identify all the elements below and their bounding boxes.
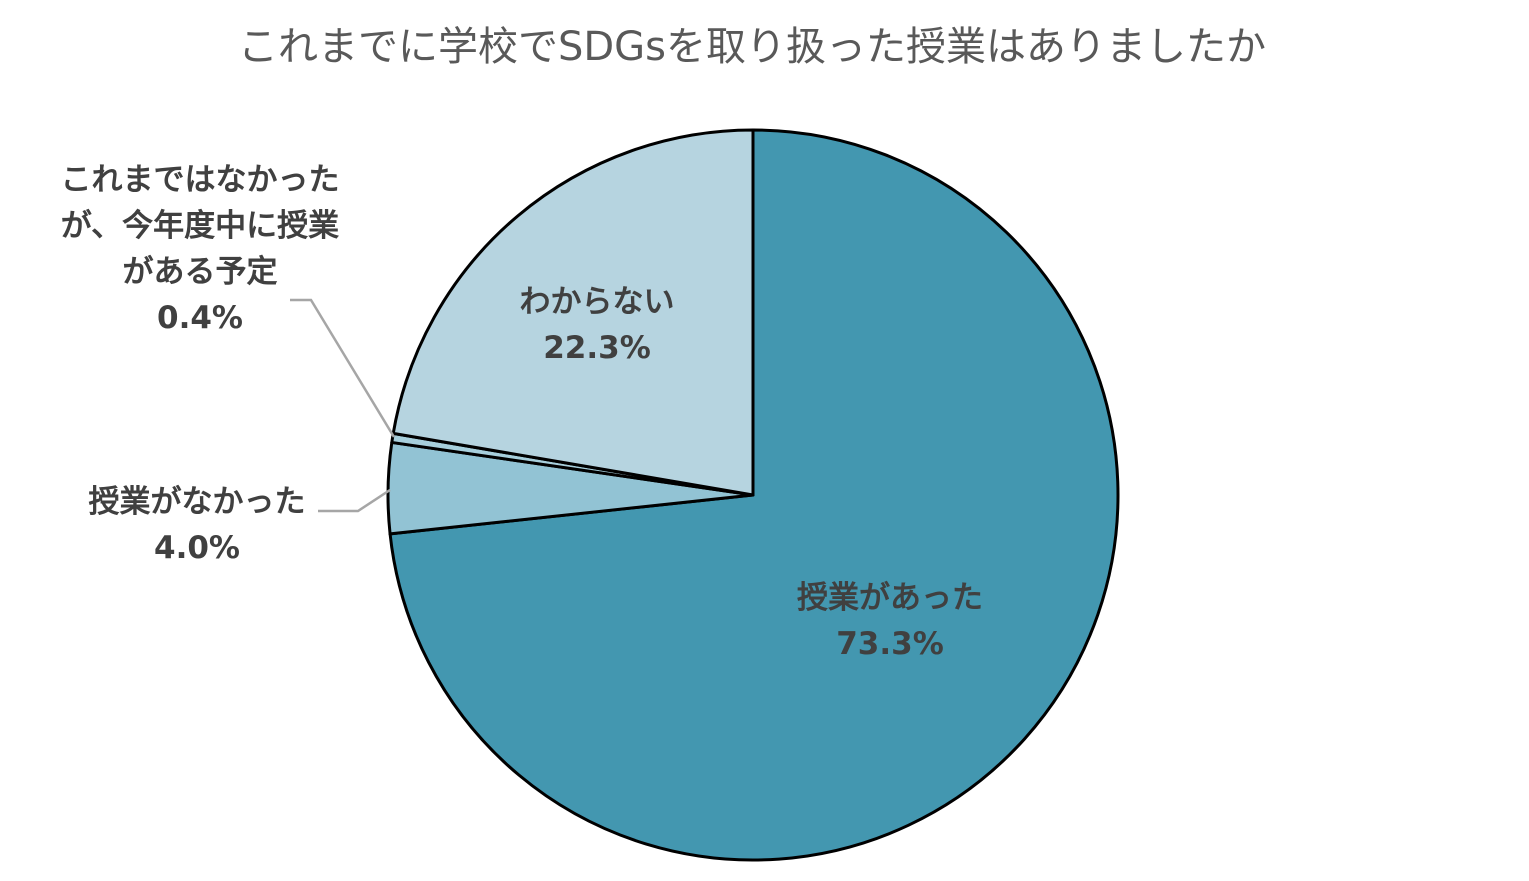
leader-line — [290, 298, 396, 438]
data-label: 授業があった 73.3% — [797, 580, 983, 662]
pie-slices — [386, 128, 1120, 862]
data-label-value: 0.4% — [157, 300, 243, 336]
data-label: これまではなかったが、今年度中に授業がある予定 0.4% — [61, 162, 340, 336]
data-label-category: 授業があった — [797, 580, 983, 616]
data-label-value: 22.3% — [543, 330, 651, 366]
data-label-value: 4.0% — [154, 530, 240, 566]
leader-lines — [290, 298, 396, 513]
data-label-category: これまではなかった — [61, 162, 340, 198]
leader-line — [318, 488, 391, 513]
data-label-value: 73.3% — [836, 626, 944, 662]
chart-title: これまでに学校でSDGsを取り扱った授業はありましたか — [238, 24, 1266, 70]
slice-labels: 授業があった 73.3% 授業がなかった 4.0% これまではなかったが、今年度中に授業… — [61, 162, 984, 662]
data-label-category: がある予定 — [123, 254, 278, 290]
data-label: 授業がなかった 4.0% — [89, 484, 306, 566]
data-label-category: が、今年度中に授業 — [61, 208, 339, 244]
pie-slice — [391, 128, 755, 497]
data-label-category: わからない — [520, 284, 675, 320]
data-label-category: 授業がなかった — [89, 484, 306, 520]
data-label: わからない 22.3% — [520, 284, 675, 366]
